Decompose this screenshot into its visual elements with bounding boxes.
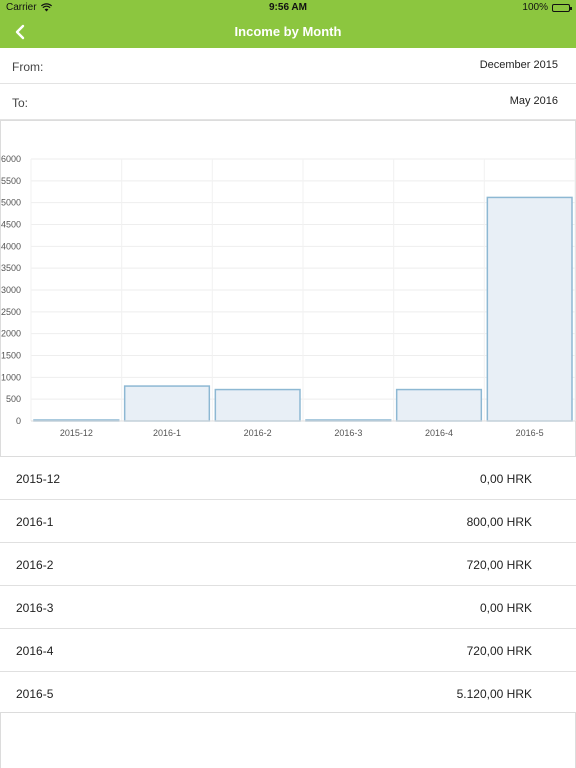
from-label: From: xyxy=(12,60,44,74)
list-item-amount: 0,00 HRK xyxy=(479,601,532,615)
list-item-amount: 0,00 HRK xyxy=(479,472,532,486)
list-item[interactable]: 2016-5 5.120,00 HRK xyxy=(0,672,576,715)
x-tick-label: 2016-2 xyxy=(244,428,272,438)
income-list: 2015-12 0,00 HRK 2016-1 800,00 HRK 2016-2 720… xyxy=(0,457,576,715)
y-tick-label: 2500 xyxy=(1,307,21,317)
chevron-left-icon xyxy=(15,24,25,40)
list-item-amount: 720,00 HRK xyxy=(466,644,532,658)
x-tick-label: 2016-5 xyxy=(516,428,544,438)
list-item-month: 2016-3 xyxy=(16,601,54,615)
y-tick-label: 500 xyxy=(6,394,21,404)
x-tick-label: 2016-1 xyxy=(153,428,181,438)
status-bar: Carrier 9:56 AM 100% xyxy=(0,0,576,16)
y-tick-label: 0 xyxy=(16,416,21,426)
bar xyxy=(123,385,211,422)
from-date-row[interactable]: From: December 2015 xyxy=(0,48,576,84)
list-item[interactable]: 2015-12 0,00 HRK xyxy=(0,457,576,500)
wifi-icon xyxy=(40,3,52,12)
battery-icon xyxy=(552,3,572,12)
bar xyxy=(395,388,483,422)
x-tick-label: 2016-4 xyxy=(425,428,453,438)
list-item[interactable]: 2016-2 720,00 HRK xyxy=(0,543,576,586)
from-date-value[interactable]: December 2015 xyxy=(479,59,558,71)
income-chart-panel: 0 500 1000 1500 2000 2500 3000 3500 4000 4500 5000… xyxy=(0,120,576,457)
y-tick-label: 1500 xyxy=(1,351,21,361)
page-title: Income by Month xyxy=(234,24,342,39)
y-tick-label: 5000 xyxy=(1,198,21,208)
y-tick-label: 1000 xyxy=(1,372,21,382)
list-item-month: 2016-5 xyxy=(16,687,54,701)
list-item[interactable]: 2016-1 800,00 HRK xyxy=(0,500,576,543)
y-tick-label: 3000 xyxy=(1,285,21,295)
to-date-value[interactable]: May 2016 xyxy=(509,95,558,107)
navigation-bar: Income by Month xyxy=(0,16,576,48)
x-tick-label: 2015-12 xyxy=(60,428,93,438)
battery-percent: 100% xyxy=(522,2,548,13)
y-tick-label: 5500 xyxy=(1,176,21,186)
footer-panel xyxy=(0,712,576,768)
list-item[interactable]: 2016-3 0,00 HRK xyxy=(0,586,576,629)
y-tick-label: 4000 xyxy=(1,241,21,251)
battery-indicator: 100% xyxy=(522,2,572,13)
list-item-amount: 5.120,00 HRK xyxy=(456,687,532,701)
list-item-month: 2016-4 xyxy=(16,644,54,658)
y-tick-label: 4500 xyxy=(1,220,21,230)
y-tick-label: 3500 xyxy=(1,263,21,273)
list-item-amount: 800,00 HRK xyxy=(466,515,532,529)
carrier-indicator: Carrier xyxy=(6,2,52,13)
to-date-row[interactable]: To: May 2016 xyxy=(0,84,576,120)
list-item-month: 2015-12 xyxy=(16,472,61,486)
y-tick-label: 2000 xyxy=(1,329,21,339)
status-time: 9:56 AM xyxy=(269,2,307,13)
bar xyxy=(486,196,573,422)
carrier-label: Carrier xyxy=(6,2,37,13)
list-item[interactable]: 2016-4 720,00 HRK xyxy=(0,629,576,672)
back-button[interactable] xyxy=(8,20,32,44)
income-bar-chart: 0 500 1000 1500 2000 2500 3000 3500 4000 4500 5000… xyxy=(1,154,576,438)
bar xyxy=(214,388,301,422)
x-tick-label: 2016-3 xyxy=(334,428,362,438)
list-item-month: 2016-1 xyxy=(16,515,54,529)
list-item-month: 2016-2 xyxy=(16,558,54,572)
list-item-amount: 720,00 HRK xyxy=(466,558,532,572)
y-tick-label: 6000 xyxy=(1,154,21,164)
to-label: To: xyxy=(12,96,29,110)
